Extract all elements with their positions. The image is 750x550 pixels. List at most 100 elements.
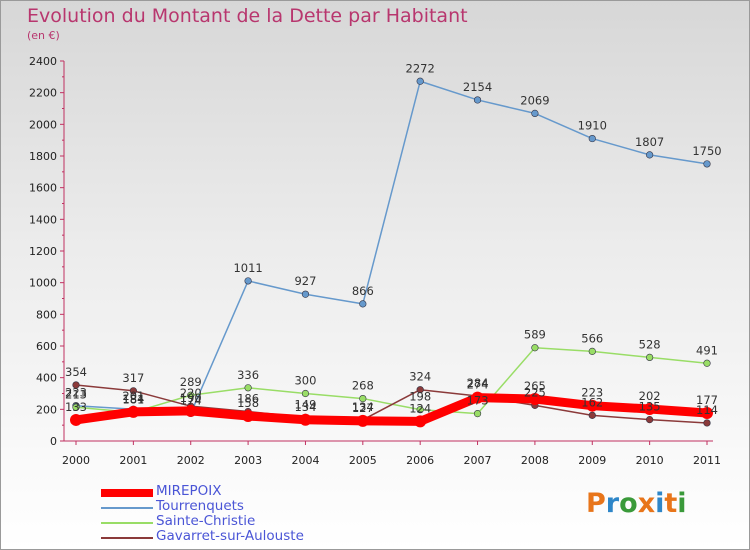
data-point xyxy=(301,389,310,398)
data-label: 491 xyxy=(696,343,718,357)
series-line-gavarret-sur-aulouste xyxy=(75,384,708,424)
y-tick-label: 0 xyxy=(50,435,57,448)
data-point xyxy=(72,381,80,389)
x-tick-label: 2002 xyxy=(177,454,205,467)
data-label: 2069 xyxy=(520,93,549,107)
data-point xyxy=(703,359,711,367)
proxiti-logo: Proxiti xyxy=(586,488,687,519)
data-point xyxy=(588,411,596,419)
data-label: 1011 xyxy=(233,261,262,275)
x-tick-label: 2001 xyxy=(119,454,147,467)
data-point xyxy=(244,277,252,285)
legend-swatch xyxy=(101,537,153,539)
legend-swatch xyxy=(101,522,153,524)
legend-swatch xyxy=(101,507,153,509)
x-tick-label: 2004 xyxy=(291,454,319,467)
data-label: 1750 xyxy=(692,144,721,158)
legend-label: Gavarret-sur-Aulouste xyxy=(156,528,304,544)
y-tick-label: 2000 xyxy=(29,118,57,131)
data-label: 149 xyxy=(294,397,316,411)
data-point xyxy=(416,386,424,394)
data-point xyxy=(646,353,654,362)
data-point xyxy=(299,413,312,426)
legend-label: Tourrenquets xyxy=(156,498,244,514)
data-point xyxy=(703,160,711,168)
y-tick-label: 1600 xyxy=(29,182,57,195)
x-tick-label: 2007 xyxy=(464,454,492,467)
data-label: 181 xyxy=(122,392,144,406)
y-tick-label: 1000 xyxy=(29,277,57,290)
data-label: 1910 xyxy=(578,119,607,133)
data-label: 190 xyxy=(180,391,202,405)
data-point xyxy=(588,347,596,355)
x-tick-label: 2003 xyxy=(234,454,262,467)
data-point xyxy=(586,399,599,412)
data-point xyxy=(703,419,711,427)
data-label: 184 xyxy=(122,392,144,406)
chart-title: Evolution du Montant de la Dette par Hab… xyxy=(27,5,468,27)
legend-label: MIREPOIX xyxy=(156,483,222,499)
data-label: 213 xyxy=(65,387,87,401)
data-point xyxy=(356,414,369,427)
data-point xyxy=(416,77,424,85)
y-tick-label: 2400 xyxy=(29,55,57,68)
x-tick-label: 2010 xyxy=(636,454,664,467)
data-label: 134 xyxy=(294,400,316,414)
data-label: 927 xyxy=(294,274,316,288)
data-point xyxy=(528,393,541,406)
y-tick-label: 1200 xyxy=(29,245,57,258)
data-label: 268 xyxy=(352,379,374,393)
data-point xyxy=(473,410,482,418)
data-label: 324 xyxy=(409,370,431,384)
data-point xyxy=(646,151,654,159)
data-label: 2154 xyxy=(463,80,492,94)
data-label: 223 xyxy=(65,386,87,400)
x-tick-label: 2009 xyxy=(578,454,606,467)
data-label: 202 xyxy=(639,389,661,403)
data-label: 173 xyxy=(467,394,489,408)
data-point xyxy=(244,384,252,392)
data-label: 2272 xyxy=(406,61,435,75)
data-label: 186 xyxy=(237,392,259,406)
data-point xyxy=(701,406,713,419)
data-label: 220 xyxy=(180,386,202,400)
data-label: 566 xyxy=(581,331,603,345)
line-chart: 0 200 400 600 800 1000 1200 1400 1600 1800 2000 220… xyxy=(29,55,722,467)
x-tick-label: 2005 xyxy=(349,454,377,467)
data-point xyxy=(242,409,255,422)
data-label: 1807 xyxy=(635,135,664,149)
data-label: 134 xyxy=(352,400,374,414)
data-label: 289 xyxy=(180,375,202,389)
data-label: 528 xyxy=(639,337,661,351)
data-label: 265 xyxy=(524,379,546,393)
legend-swatch xyxy=(101,489,153,497)
data-label: 124 xyxy=(409,401,431,415)
data-point xyxy=(129,387,137,395)
data-point xyxy=(588,134,596,143)
data-label: 300 xyxy=(294,374,316,388)
chart-unit: (en €) xyxy=(27,29,60,42)
data-label: 114 xyxy=(696,403,718,417)
y-tick-label: 400 xyxy=(36,372,57,385)
data-label: 162 xyxy=(581,395,603,409)
data-point xyxy=(127,405,140,418)
data-label: 223 xyxy=(581,386,603,400)
data-point xyxy=(643,403,656,416)
y-tick-label: 200 xyxy=(36,403,57,416)
data-label: 866 xyxy=(352,284,374,298)
data-label: 201 xyxy=(122,389,144,403)
data-point xyxy=(72,403,80,411)
data-label: 177 xyxy=(696,393,718,407)
data-point xyxy=(184,404,197,417)
y-tick-label: 600 xyxy=(36,340,57,353)
data-point xyxy=(301,290,310,298)
data-point xyxy=(359,394,367,403)
data-label: 336 xyxy=(237,368,259,382)
data-point xyxy=(359,300,367,308)
data-label: 225 xyxy=(524,385,546,399)
data-point xyxy=(531,109,539,118)
data-label: 127 xyxy=(352,401,374,415)
data-label: 135 xyxy=(639,400,661,414)
x-tick-label: 2008 xyxy=(521,454,549,467)
